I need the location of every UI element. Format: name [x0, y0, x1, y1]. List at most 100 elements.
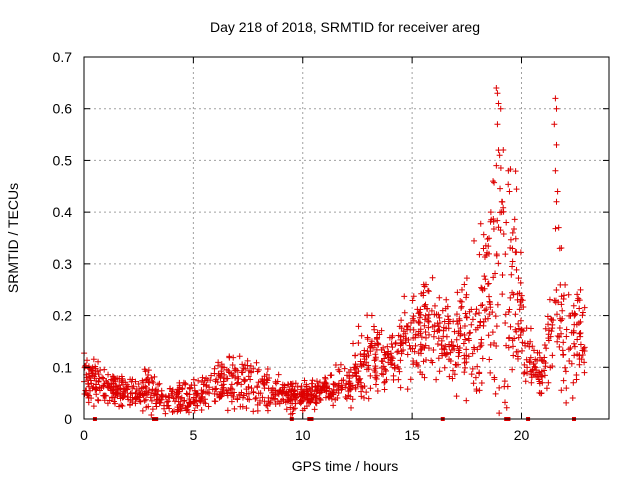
data-point — [486, 235, 493, 242]
data-point — [117, 385, 124, 392]
data-point — [287, 404, 294, 411]
data-point — [489, 309, 496, 316]
y-tick-label: 0.6 — [53, 101, 73, 117]
data-point — [454, 289, 461, 296]
data-point — [94, 396, 101, 403]
data-point — [110, 389, 117, 396]
data-point — [198, 406, 205, 413]
data-point — [517, 279, 524, 286]
data-point — [309, 377, 316, 384]
data-point — [211, 398, 218, 405]
data-point — [431, 328, 438, 335]
data-point — [461, 355, 468, 362]
data-point — [95, 358, 102, 365]
data-point — [141, 366, 148, 373]
data-point — [495, 260, 502, 267]
data-point — [254, 384, 261, 391]
data-point — [492, 270, 499, 277]
data-point — [355, 323, 362, 330]
data-point — [530, 360, 537, 367]
data-point — [395, 365, 402, 372]
data-point — [532, 364, 539, 371]
data-point — [545, 321, 552, 328]
data-point — [501, 378, 508, 385]
data-point — [562, 364, 569, 371]
data-point — [203, 382, 210, 389]
data-point — [478, 342, 485, 349]
data-point — [508, 271, 515, 278]
data-point — [428, 307, 435, 314]
data-point — [355, 339, 362, 346]
data-point — [457, 330, 464, 337]
data-point — [494, 90, 501, 97]
data-point — [179, 385, 186, 392]
data-point — [404, 351, 411, 358]
data-point — [182, 381, 189, 388]
data-point — [232, 374, 239, 381]
data-point — [478, 302, 485, 309]
data-point — [449, 367, 456, 374]
data-point — [228, 398, 235, 405]
data-point — [498, 209, 505, 216]
data-point — [207, 377, 214, 384]
data-point — [376, 331, 383, 338]
data-point — [556, 334, 563, 341]
data-point — [156, 399, 163, 406]
data-point — [153, 403, 160, 410]
data-point — [141, 390, 148, 397]
data-point — [149, 378, 156, 385]
data-point — [384, 343, 391, 350]
data-point — [458, 304, 465, 311]
data-point — [226, 353, 233, 360]
data-point — [183, 390, 190, 397]
data-point — [493, 85, 500, 92]
data-point — [127, 376, 134, 383]
data-point — [165, 392, 172, 399]
data-point — [520, 370, 527, 377]
data-point — [298, 383, 305, 390]
data-point — [264, 366, 271, 373]
data-point — [443, 325, 450, 332]
data-point — [254, 368, 261, 375]
data-point — [217, 388, 224, 395]
data-point — [576, 352, 583, 359]
data-point — [198, 387, 205, 394]
data-point — [559, 307, 566, 314]
data-point — [410, 357, 417, 364]
data-point — [577, 286, 584, 293]
data-point — [343, 380, 350, 387]
data-point — [431, 302, 438, 309]
data-point — [449, 375, 456, 382]
data-point — [421, 344, 428, 351]
data-point — [466, 330, 473, 337]
data-point — [563, 326, 570, 333]
data-point — [512, 235, 519, 242]
data-point — [243, 405, 250, 412]
data-point — [330, 381, 337, 388]
data-point — [483, 306, 490, 313]
data-point — [571, 321, 578, 328]
data-point — [330, 402, 337, 409]
data-point — [218, 368, 225, 375]
data-point — [416, 309, 423, 316]
data-point — [436, 314, 443, 321]
data-point — [351, 364, 358, 371]
data-point — [496, 384, 503, 391]
data-point — [139, 407, 146, 414]
data-point — [133, 386, 140, 393]
data-point — [416, 314, 423, 321]
data-point — [472, 311, 479, 318]
data-point — [378, 357, 385, 364]
data-point — [422, 312, 429, 319]
data-point — [575, 295, 582, 302]
data-point — [327, 372, 334, 379]
data-point — [187, 385, 194, 392]
data-point — [439, 307, 446, 314]
data-point — [256, 400, 263, 407]
data-point — [462, 336, 469, 343]
data-point — [478, 380, 485, 387]
data-point — [289, 383, 296, 390]
data-point — [558, 330, 565, 337]
data-point — [458, 298, 465, 305]
data-point — [574, 291, 581, 298]
